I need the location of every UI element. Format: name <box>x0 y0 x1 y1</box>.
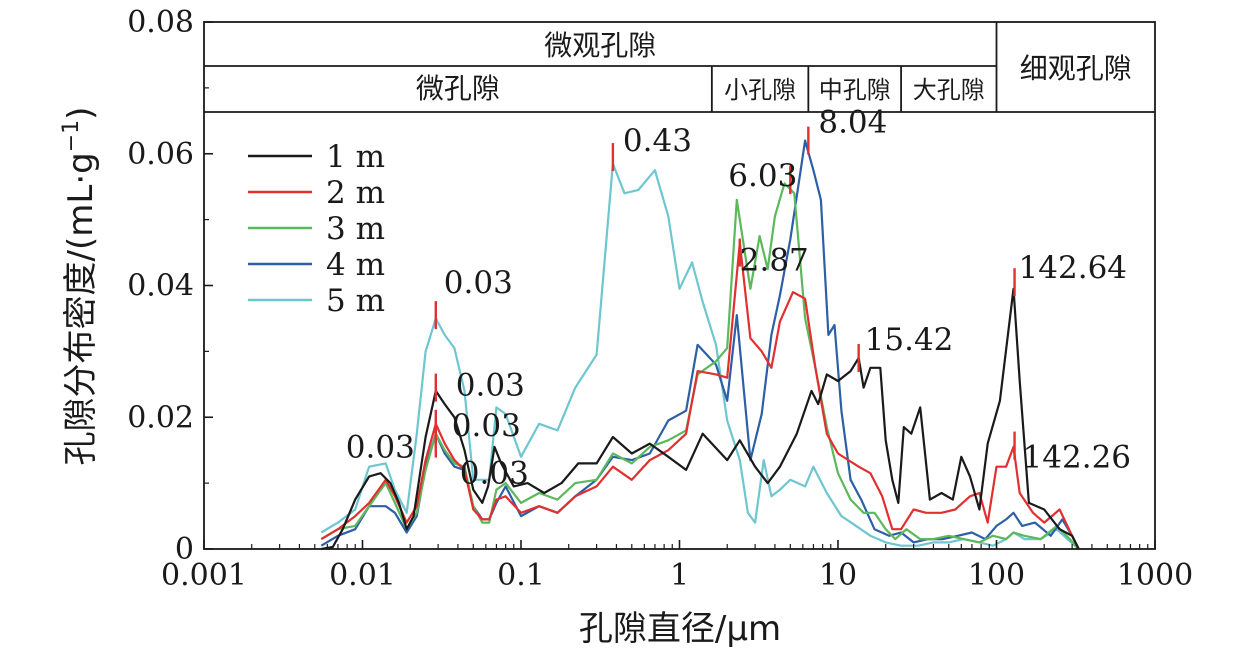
series-line-4m <box>320 139 1080 550</box>
x-tick-label: 100 <box>968 558 1025 593</box>
peak-label: 15.42 <box>865 322 954 358</box>
legend-label-5m: 5 m <box>326 283 385 319</box>
band-label-bottom: 中孔隙 <box>819 76 891 104</box>
y-axis-title: 孔隙分布密度/(mL·g−1) <box>59 107 101 466</box>
series-line-1m <box>321 287 1080 551</box>
x-axis-title: 孔隙直径/μm <box>579 609 781 649</box>
peak-label: 0.03 <box>346 430 415 466</box>
x-tick-label: 0.01 <box>329 558 396 593</box>
peak-label: 6.03 <box>728 158 797 194</box>
y-axis-title-close: ) <box>61 107 101 120</box>
y-tick-label: 0.04 <box>127 269 194 304</box>
axes: 0.001 0.01 0.1 1 10 100 1000 0 0.02 0.04 0.06 0.08 <box>127 5 1193 593</box>
y-tick-label: 0 <box>175 532 194 567</box>
peak-label: 8.04 <box>818 105 887 141</box>
series-line-5m <box>320 162 1080 550</box>
peak-label: 0.03 <box>456 368 525 404</box>
peak-label: 142.26 <box>1023 440 1131 476</box>
band-label-top: 微观孔隙 <box>544 29 656 62</box>
peak-annotations: 0.43 6.03 8.04 2.87 142.64 15.42 142.26 0.03 0.0… <box>346 105 1131 492</box>
series-line-3m <box>320 182 1080 550</box>
legend-label-2m: 2 m <box>326 175 385 211</box>
legend: 1 m2 m3 m4 m5 m <box>248 139 385 319</box>
band-label-top: 细观孔隙 <box>1020 52 1132 85</box>
peak-label: 0.03 <box>452 408 521 444</box>
x-tick-label: 10 <box>819 558 857 593</box>
band-label-bottom: 小孔隙 <box>724 76 796 104</box>
series-lines <box>320 139 1080 551</box>
legend-label-4m: 4 m <box>326 247 385 283</box>
series-line-2m <box>320 241 1080 550</box>
band-label-bottom: 大孔隙 <box>913 76 985 104</box>
y-tick-label: 0.02 <box>127 400 194 435</box>
band-label-bottom: 微孔隙 <box>416 72 500 105</box>
x-tick-label: 0.001 <box>161 558 247 593</box>
y-tick-label: 0.08 <box>127 5 194 40</box>
peak-label: 142.64 <box>1019 250 1127 286</box>
y-tick-label: 0.06 <box>127 137 194 172</box>
y-axis-title-main: 孔隙分布密度/(mL·g <box>61 152 101 465</box>
peak-label: 0.03 <box>444 265 513 301</box>
legend-label-3m: 3 m <box>326 211 385 247</box>
x-tick-label: 0.1 <box>497 558 545 593</box>
peak-label: 0.03 <box>460 456 529 492</box>
x-tick-label: 1000 <box>1117 558 1193 593</box>
peak-label: 0.43 <box>623 123 692 159</box>
y-axis-title-superscript: −1 <box>59 120 84 152</box>
peak-label: 2.87 <box>740 243 809 279</box>
x-tick-label: 1 <box>670 558 689 593</box>
legend-label-1m: 1 m <box>326 139 385 175</box>
